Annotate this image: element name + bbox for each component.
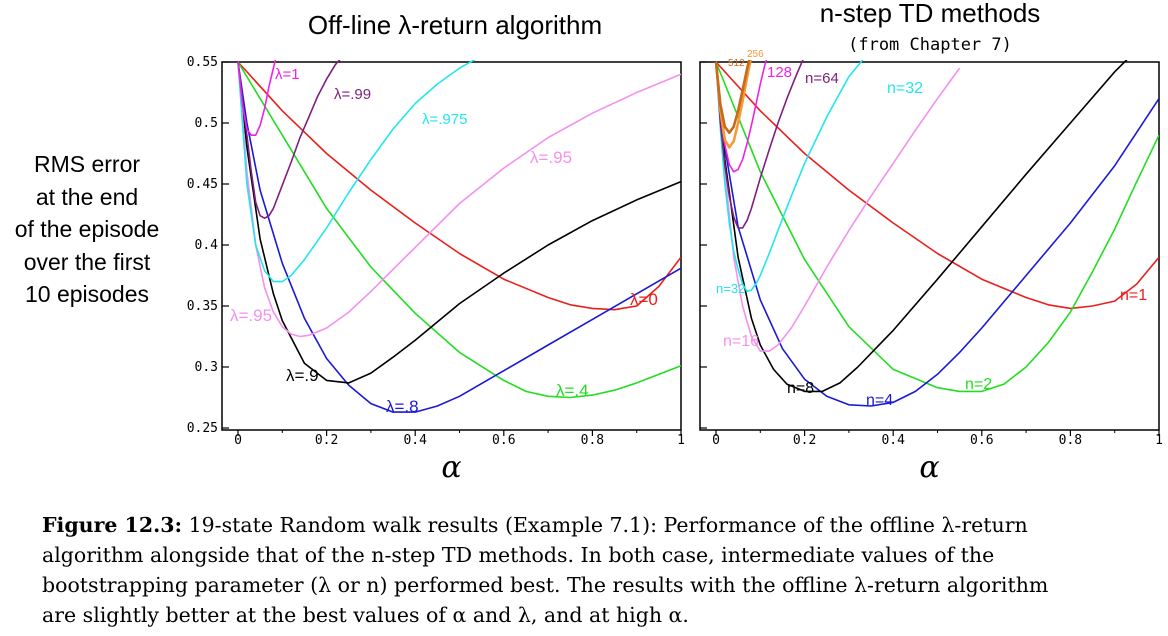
series-label-n-32: n=32 [716, 281, 745, 296]
series-label-n-256: 256 [747, 49, 764, 60]
x-tick-label: 0.4 [881, 433, 905, 448]
series-label-n-2: n=2 [965, 376, 992, 393]
x-tick-label: 1 [677, 433, 685, 448]
series-label-lambda-99: λ=.99 [334, 86, 371, 103]
y-axis-title-line-1: RMS error [33, 151, 141, 177]
chart-panel-1: Off-line λ-return algorithm 0 0.2 0.4 0.6 0.8… [187, 10, 685, 485]
series-label-n-64: n=64 [805, 70, 839, 87]
series-label-lambda-8: λ=.8 [386, 397, 419, 416]
series-line-lambda-0 [237, 61, 681, 311]
y-tick-label: 0.5 [195, 116, 218, 131]
series-line-n-8 [715, 60, 1128, 393]
plot-frame [221, 61, 682, 431]
series-line-n-4 [715, 61, 1159, 407]
series-group [237, 60, 681, 413]
chart-subtitle: (from Chapter 7) [848, 35, 1012, 55]
series-line-lambda-4 [237, 61, 681, 399]
plot-frame [699, 61, 1160, 431]
series-line-n-256 [714, 60, 752, 149]
chart-panel-2: n-step TD methods (from Chapter 7) 0 0.2 0.4… [699, 0, 1163, 485]
x-axis-label: α [919, 450, 939, 485]
series-line-lambda-8 [237, 61, 681, 413]
y-axis-title-line-2: at the end [35, 183, 139, 210]
series-label-n-1: n=1 [1120, 287, 1147, 304]
series-line-n-512 [714, 60, 751, 135]
x-tick-label: 0.2 [315, 433, 338, 448]
caption-text-1: 19-state Random walk results (Example 7.… [188, 513, 1028, 537]
x-tick-label: 0.6 [492, 433, 515, 448]
series-label-lambda-95: λ=.95 [230, 306, 272, 325]
series-line-lambda-975 [237, 60, 476, 283]
caption-line-1: Figure 12.3: 19-state Random walk result… [42, 510, 1142, 540]
x-tick-label: 0.4 [403, 433, 427, 448]
figure-caption: Figure 12.3: 19-state Random walk result… [42, 510, 1142, 630]
y-axis-title: RMS error at the end of the episode over… [0, 148, 174, 311]
series-label-lambda-0: λ=0 [630, 290, 658, 309]
x-tick-label: 0.8 [1059, 433, 1082, 448]
y-tick-label: 0.35 [187, 299, 218, 314]
series-label-n-128: 128 [767, 64, 792, 81]
series-line-lambda-1 [237, 60, 277, 136]
figure-panels: Off-line λ-return algorithm 0 0.2 0.4 0.6 0.8… [187, 0, 1163, 485]
series-label-lambda-975: λ=.975 [422, 111, 467, 128]
series-line-n-128 [715, 60, 768, 173]
chart-title: Off-line λ-return algorithm [308, 10, 602, 40]
y-axis-title-line-5: 10 episodes [24, 281, 150, 307]
series-label-n-512: 512 [728, 58, 745, 69]
series-line-lambda-95 [237, 61, 681, 338]
y-tick-label: 0.55 [187, 55, 218, 70]
caption-line-4: are slightly better at the best values o… [42, 603, 689, 627]
caption-line-3: bootstrapping parameter (λ or n) perform… [42, 573, 1049, 597]
x-tick-label: 0.2 [793, 433, 816, 448]
x-tick-label: 0 [234, 433, 242, 448]
x-tick-label: 0.8 [581, 433, 604, 448]
series-label-n-8: n=8 [787, 380, 814, 397]
series-group [714, 60, 1159, 407]
y-tick-label: 0.45 [187, 177, 218, 192]
series-line-n-64 [715, 60, 804, 229]
series-label-lambda-9: λ=.9 [286, 366, 319, 385]
series-label-n-16: n=16 [723, 333, 759, 350]
y-tick-label: 0.25 [187, 421, 218, 436]
chart-title: n-step TD methods [820, 0, 1041, 28]
series-label-n-32: n=32 [887, 80, 923, 97]
series-label-lambda-1: λ=1 [275, 66, 300, 83]
caption-line-2: algorithm alongside that of the n-step T… [42, 543, 995, 567]
series-line-n-1 [715, 61, 1159, 310]
x-tick-label: 1 [1155, 433, 1163, 448]
y-axis-title-line-4: over the first [23, 248, 151, 275]
x-axis-label: α [441, 450, 461, 485]
caption-label: Figure 12.3: [42, 513, 183, 537]
series-label-lambda-4: λ=.4 [556, 381, 589, 400]
series-line-lambda-99 [237, 60, 341, 219]
series-line-n-16 [715, 61, 961, 352]
y-tick-label: 0.4 [195, 238, 219, 253]
y-tick-label: 0.3 [195, 360, 218, 375]
series-line-n-32 [715, 60, 864, 293]
series-label-n-4: n=4 [866, 392, 893, 409]
x-tick-label: 0 [712, 433, 720, 448]
series-line-n-2 [715, 61, 1159, 393]
y-axis-title-line-3: of the episode [14, 216, 160, 242]
series-label-lambda-95: λ=.95 [530, 148, 572, 167]
x-tick-label: 0.6 [970, 433, 993, 448]
